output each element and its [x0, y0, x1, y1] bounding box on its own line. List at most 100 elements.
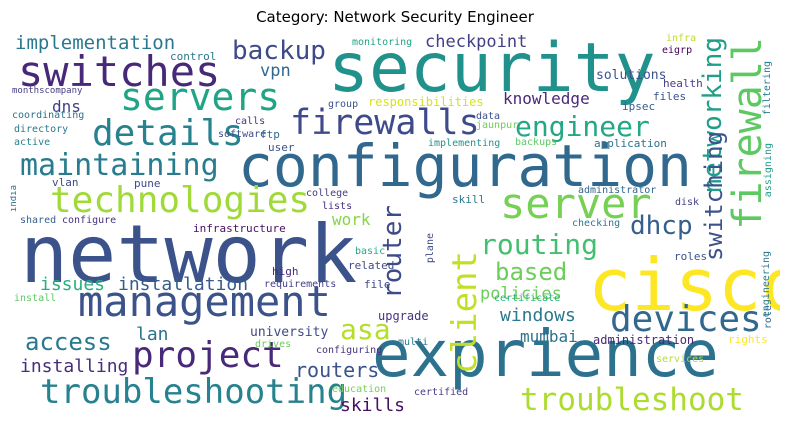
word-role: role [763, 305, 774, 330]
word-troubleshooting: troubleshooting [40, 372, 348, 412]
word-configuring: configuring [316, 345, 383, 356]
word-files: files [653, 90, 687, 103]
word-roles: roles [674, 250, 708, 263]
word-directory: directory [14, 124, 69, 135]
word-skill: skill [452, 193, 486, 206]
word-certificate: certificate [494, 293, 561, 304]
word-lan: lan [136, 324, 169, 345]
word-switching: switching [700, 131, 728, 262]
word-policies: policies [480, 284, 562, 304]
word-infra: infra [666, 33, 697, 44]
word-upgrade: upgrade [378, 309, 429, 323]
word-backup: backup [232, 36, 326, 66]
word-ipsec: ipsec [622, 100, 656, 113]
word-university: university [250, 325, 329, 340]
word-file: file [364, 278, 391, 291]
word-data: data [476, 111, 501, 122]
word-rights: rights [728, 333, 768, 346]
word-disk: disk [675, 197, 700, 208]
word-based: based [495, 258, 568, 286]
word-monitoring: monitoring [352, 37, 413, 48]
word-servers: servers [120, 75, 281, 119]
word-access: access [25, 328, 112, 356]
word-coordinating: coordinating [12, 110, 85, 121]
word-vlan: vlan [52, 176, 79, 189]
word-troubleshoot: troubleshoot [520, 382, 744, 418]
word-network: network [20, 208, 358, 301]
word-windows: windows [500, 305, 576, 326]
word-server: server [500, 179, 652, 228]
word-routing: routing [480, 228, 599, 261]
word-calls: calls [235, 116, 266, 127]
word-implementation: implementation [15, 33, 176, 54]
word-cisco: cisco [588, 243, 780, 327]
word-responsibilities: responsibilities [368, 95, 484, 109]
word-group: group [328, 99, 359, 110]
word-switches: switches [18, 47, 221, 96]
word-infrastructure: infrastructure [193, 222, 286, 235]
word-issues: issues [40, 274, 106, 295]
word-dhcp: dhcp [630, 211, 693, 241]
word-technologies: technologies [50, 180, 311, 221]
word-user: user [268, 141, 295, 154]
word-active: active [14, 137, 51, 148]
word-high: high [272, 265, 299, 278]
word-mumbai: mumbai [520, 327, 578, 346]
word-services: services [656, 354, 705, 365]
word-basic: basic [355, 246, 386, 257]
word-devices: devices [610, 299, 762, 340]
word-asa: asa [340, 313, 391, 346]
word-checking: checking [572, 218, 621, 229]
word-exprience: exprience [372, 318, 719, 392]
word-engineer: engineer [515, 110, 650, 143]
word-certified: certified [414, 387, 469, 398]
word-multi: multi [398, 337, 429, 348]
word-install: install [14, 293, 57, 304]
word-college: college [306, 188, 349, 199]
word-cloud: network security configuration exprience… [10, 33, 780, 419]
word-control: control [170, 50, 217, 63]
word-ftp: ftp [260, 128, 280, 141]
word-jaunpur: jaunpur [476, 120, 519, 131]
word-vpn: vpn [260, 61, 291, 81]
word-client: client [445, 251, 485, 374]
word-health: health [663, 77, 703, 90]
word-skills: skills [340, 395, 406, 416]
word-maintaining: maintaining [20, 148, 219, 183]
word-routers: routers [295, 358, 380, 382]
word-details: details [92, 113, 244, 154]
word-knowledge: knowledge [503, 89, 590, 108]
word-eigrp: eigrp [662, 45, 693, 56]
word-assigning: assigning [763, 143, 774, 198]
word-work: work [332, 210, 371, 229]
word-plane: plane [425, 233, 436, 264]
word-firewalls: firewalls [290, 103, 480, 143]
word-backups: backups [515, 137, 558, 148]
word-administration: administration [593, 333, 695, 347]
word-lists: lists [322, 201, 353, 212]
word-india: india [10, 185, 19, 213]
word-application: application [594, 137, 667, 150]
word-installing: installing [20, 356, 129, 377]
word-administrator: administrator [578, 185, 657, 196]
word-requirements: requirements [264, 279, 337, 290]
word-checkpoint: checkpoint [425, 33, 528, 52]
word-solutions: solutions [596, 68, 667, 83]
word-management: management [78, 277, 331, 326]
word-monthscompany: monthscompany [12, 86, 83, 96]
word-configure: configure [62, 215, 117, 226]
word-project: project [132, 335, 284, 376]
word-pune: pune [134, 177, 161, 190]
word-security: security [328, 33, 656, 108]
word-software: software [218, 129, 267, 140]
word-implementing: implementing [428, 138, 501, 149]
word-shared: shared [20, 215, 57, 226]
word-installation: installation [118, 274, 249, 295]
word-drives: drives [255, 339, 292, 350]
word-configuration: configuration [238, 132, 692, 200]
word-dns: dns [52, 97, 81, 116]
word-education: education [332, 384, 387, 395]
word-related: related [348, 259, 395, 272]
word-filtering: filtering [762, 61, 773, 116]
chart-title: Category: Network Security Engineer [256, 8, 534, 26]
